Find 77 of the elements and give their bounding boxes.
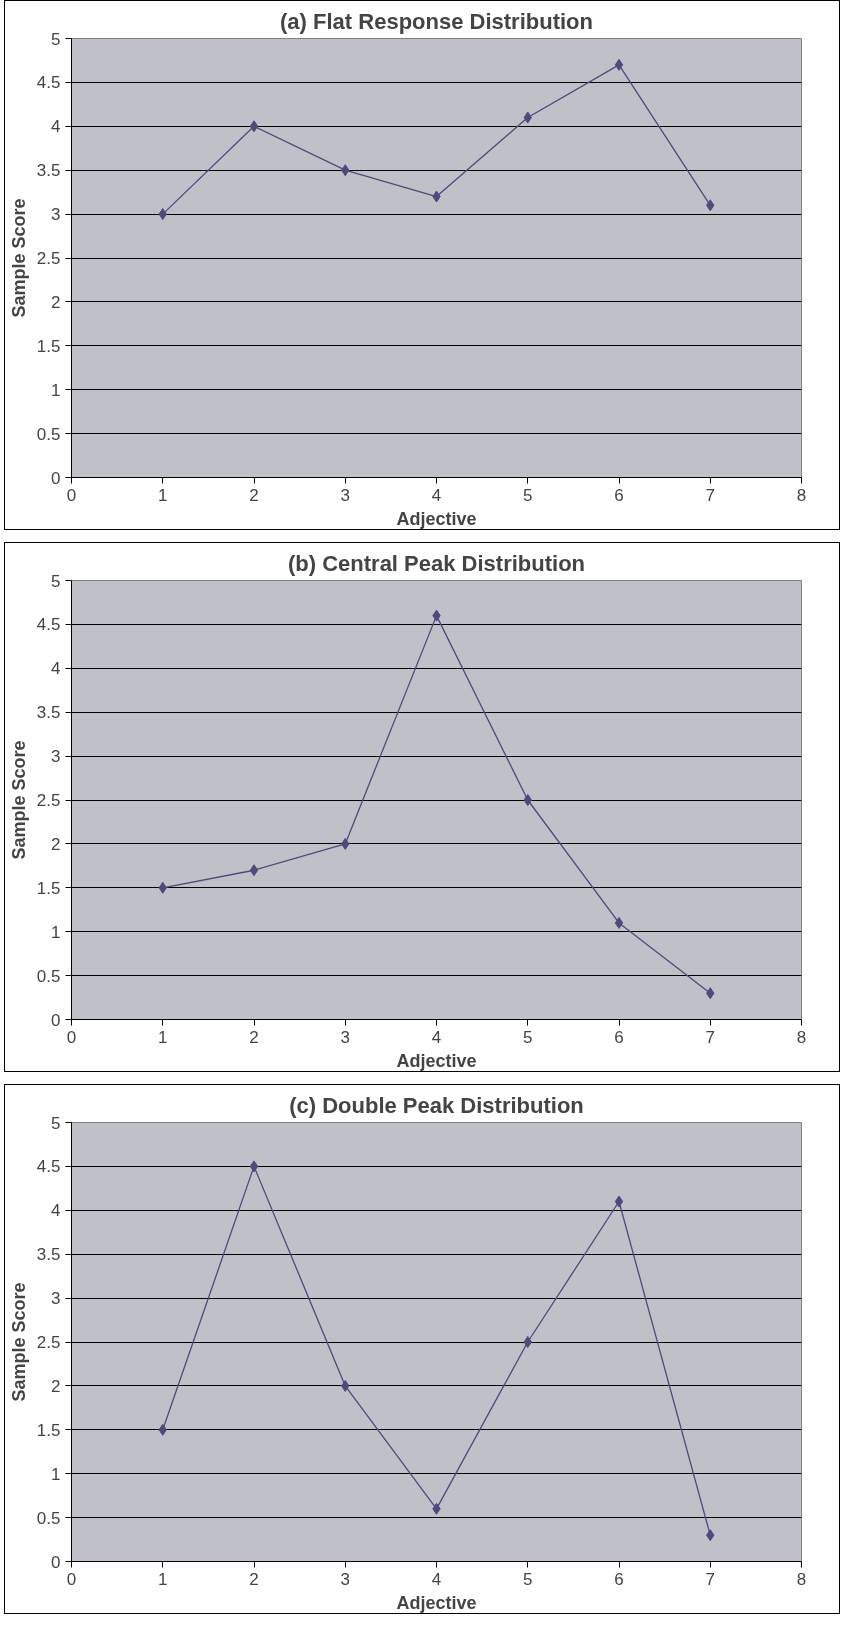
x-tick-label: 1 (158, 485, 168, 505)
x-tick-label: 8 (796, 485, 807, 505)
y-axis-title: Sample Score (8, 198, 29, 318)
x-tick-label: 2 (249, 1569, 259, 1589)
x-tick-label: 7 (705, 1569, 715, 1589)
point (523, 1336, 532, 1348)
x-tick-label: 5 (523, 1027, 533, 1047)
x-tick-label: 8 (796, 1569, 807, 1589)
y-tick-label: 2 (51, 1376, 61, 1396)
x-tick-label: 7 (705, 1027, 715, 1047)
y-tick-label: 3 (51, 1289, 61, 1309)
y-tick-label: 3 (51, 205, 61, 225)
y-tick-label: 4 (51, 659, 61, 679)
y-tick-label: 1 (51, 1464, 61, 1484)
y-tick-label: 4.5 (36, 73, 61, 93)
point (249, 1160, 259, 1173)
y-tick-label: 1.5 (36, 878, 61, 898)
y-tick-label: 3.5 (36, 1245, 61, 1265)
y-tick-label: 3.5 (36, 703, 61, 723)
x-axis-title: Adjective (396, 1592, 477, 1613)
x-tick-label: 2 (249, 485, 259, 505)
x-tick-label: 5 (523, 485, 533, 505)
x-tick-label: 0 (66, 1027, 77, 1047)
y-tick-label: 2.5 (36, 1333, 61, 1352)
chart-title: (c) Double Peak Distribution (289, 1092, 584, 1118)
y-tick-label: 1.5 (36, 1420, 61, 1440)
point (614, 1195, 624, 1208)
y-tick-label: 2 (51, 834, 61, 854)
x-axis-title: Adjective (396, 508, 477, 529)
x-tick-label: 2 (249, 1027, 259, 1047)
x-tick-label: 0 (66, 1569, 77, 1589)
point (249, 120, 259, 133)
x-tick-label: 5 (523, 1569, 533, 1589)
y-tick-label: 4.5 (36, 1157, 61, 1177)
point (249, 864, 259, 877)
y-tick-label: 0.5 (36, 1508, 61, 1528)
x-tick-label: 8 (796, 1027, 807, 1047)
y-tick-label: 0 (51, 1552, 61, 1572)
x-tick-label: 3 (340, 1027, 350, 1047)
x-tick-label: 4 (431, 1027, 442, 1047)
y-tick-label: 5 (51, 29, 61, 49)
y-tick-label: 3 (51, 747, 61, 767)
point (614, 916, 624, 929)
y-tick-label: 5 (51, 571, 61, 591)
y-tick-label: 0.5 (36, 966, 61, 986)
y-tick-label: 0 (51, 1010, 61, 1030)
x-tick-label: 6 (614, 1027, 624, 1047)
x-tick-label: 6 (614, 1569, 624, 1589)
x-tick-label: 1 (158, 1027, 168, 1047)
y-tick-label: 0.5 (36, 424, 61, 444)
y-tick-label: 4 (51, 117, 61, 137)
x-tick-label: 3 (340, 485, 350, 505)
y-axis-title: Sample Score (8, 1282, 29, 1402)
y-tick-label: 0 (51, 468, 61, 488)
x-tick-label: 4 (431, 485, 442, 505)
y-tick-label: 1 (51, 380, 61, 400)
y-tick-label: 1.5 (36, 336, 61, 356)
y-tick-label: 2 (51, 292, 61, 312)
y-tick-label: 2.5 (36, 791, 61, 810)
x-tick-label: 6 (614, 485, 624, 505)
y-axis-title: Sample Score (8, 740, 29, 860)
x-tick-label: 7 (705, 485, 715, 505)
y-tick-label: 5 (51, 1113, 61, 1133)
point (614, 58, 624, 71)
chart-title: (a) Flat Response Distribution (280, 8, 593, 34)
x-tick-label: 1 (158, 1569, 168, 1589)
x-tick-label: 0 (66, 485, 77, 505)
x-axis-title: Adjective (396, 1050, 477, 1071)
x-tick-label: 3 (340, 1569, 350, 1589)
x-tick-label: 4 (431, 1569, 442, 1589)
point (523, 794, 532, 806)
chart-title: (b) Central Peak Distribution (287, 550, 586, 576)
y-tick-label: 1 (51, 922, 61, 942)
y-tick-label: 4.5 (36, 615, 61, 635)
y-tick-label: 3.5 (36, 161, 61, 181)
y-tick-label: 4 (51, 1201, 61, 1221)
y-tick-label: 2.5 (36, 249, 61, 268)
